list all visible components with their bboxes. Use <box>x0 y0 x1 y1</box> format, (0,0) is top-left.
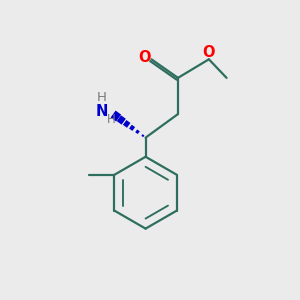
Text: H: H <box>97 91 107 104</box>
Text: H: H <box>107 113 116 127</box>
Text: O: O <box>202 45 215 60</box>
Text: O: O <box>139 50 151 65</box>
Text: N: N <box>96 104 108 119</box>
